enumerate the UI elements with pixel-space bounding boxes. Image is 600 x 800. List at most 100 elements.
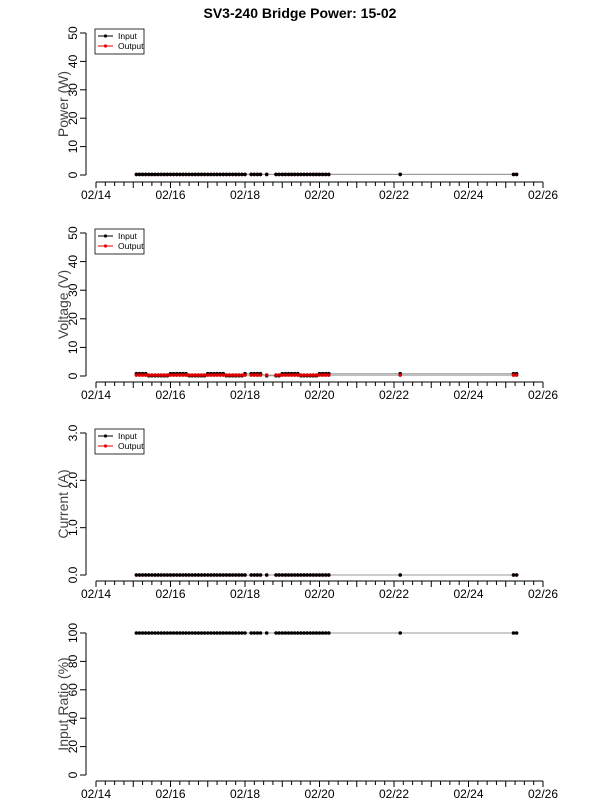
data-point [249, 573, 253, 577]
data-point [311, 172, 316, 177]
data-point [323, 373, 328, 377]
data-point [227, 373, 232, 377]
data-point [511, 573, 516, 577]
data-point [137, 631, 142, 635]
data-point [280, 631, 285, 635]
data-point [243, 631, 247, 635]
x-tick-label: 02/20 [304, 587, 334, 601]
data-point [280, 172, 285, 177]
x-tick-label: 02/14 [81, 188, 111, 202]
data-point [150, 172, 154, 177]
data-point [249, 172, 253, 177]
data-point [264, 573, 269, 577]
legend-box [94, 28, 145, 55]
data-point [153, 631, 157, 635]
data-point [224, 631, 229, 635]
data-point [289, 573, 294, 577]
data-point [174, 172, 179, 177]
y-tick-label: 30 [66, 83, 80, 97]
data-point [156, 631, 160, 635]
data-point [206, 573, 210, 577]
data-point [147, 172, 151, 177]
y-tick-label: 20 [66, 312, 80, 326]
data-point [159, 172, 163, 177]
panel-3: 0.0 1.0 2.0 3.0 Current (A) 02/14 02/16 02/18 02… [55, 424, 558, 601]
data-point [193, 631, 198, 635]
data-point [227, 573, 232, 577]
data-point [240, 373, 244, 377]
x-tick-label: 02/24 [453, 587, 483, 601]
data-point [317, 172, 322, 177]
y-axis-label: Current (A) [55, 469, 71, 538]
data-point [296, 631, 300, 635]
data-point [168, 573, 173, 577]
panel-1: 0 10 20 30 40 50 Power (W) 02/14 02/16 02/18 02/20… [55, 26, 558, 202]
data-point [280, 573, 285, 577]
y-tick-label: 40 [66, 711, 80, 725]
data-point [252, 172, 257, 177]
legend-label: Output [118, 441, 144, 451]
data-point [308, 172, 313, 177]
data-point [258, 172, 263, 177]
data-point [283, 631, 288, 635]
y-tick-label: 30 [66, 283, 80, 297]
y-tick-label: 40 [66, 54, 80, 68]
data-point [209, 172, 213, 177]
data-point [150, 573, 154, 577]
data-point [174, 573, 179, 577]
data-point [243, 172, 247, 177]
x-tick-label: 02/22 [379, 188, 409, 202]
data-point [398, 172, 403, 177]
data-point [181, 373, 185, 377]
data-point [302, 631, 306, 635]
data-point [511, 631, 516, 635]
y-tick-label: 0 [66, 372, 80, 379]
panel-4: 0 20 40 60 80 100 Input Ratio (%) 02/14 02/16 02/… [55, 623, 558, 800]
data-point [264, 631, 269, 635]
x-tick-label: 02/24 [453, 188, 483, 202]
data-point [317, 373, 322, 377]
data-point [156, 172, 160, 177]
data-point [143, 373, 148, 377]
data-point [190, 631, 194, 635]
data-point [299, 631, 303, 635]
x-tick-label: 02/22 [379, 388, 409, 402]
legend-swatch-point [103, 444, 108, 448]
data-point [202, 631, 207, 635]
data-point [209, 573, 213, 577]
data-point [181, 172, 185, 177]
data-point [255, 631, 260, 635]
legend-label: Input [118, 431, 138, 441]
y-tick-label: 0 [66, 171, 80, 178]
data-point [190, 573, 194, 577]
data-point [174, 631, 179, 635]
legend-swatch-point [103, 244, 108, 248]
data-point [199, 631, 204, 635]
x-tick-label: 02/16 [155, 587, 185, 601]
data-point [174, 373, 179, 377]
data-point [140, 573, 145, 577]
data-point [230, 573, 235, 577]
legend-box [94, 428, 145, 455]
data-point [274, 631, 278, 635]
y-tick-label: 20 [66, 740, 80, 754]
data-point [215, 172, 219, 177]
data-point [181, 573, 185, 577]
data-point [233, 373, 238, 377]
y-tick-label: 1.0 [66, 519, 80, 536]
data-point [137, 573, 142, 577]
data-point [320, 631, 325, 635]
y-tick-label: 40 [66, 255, 80, 269]
data-point [292, 631, 297, 635]
data-point [327, 373, 331, 377]
data-point [274, 373, 278, 377]
data-point [237, 172, 241, 177]
legend-swatch-point [103, 34, 108, 38]
data-point [302, 373, 306, 377]
data-point [215, 573, 219, 577]
data-point [153, 573, 157, 577]
data-point [218, 631, 222, 635]
y-tick-label: 100 [66, 623, 80, 643]
